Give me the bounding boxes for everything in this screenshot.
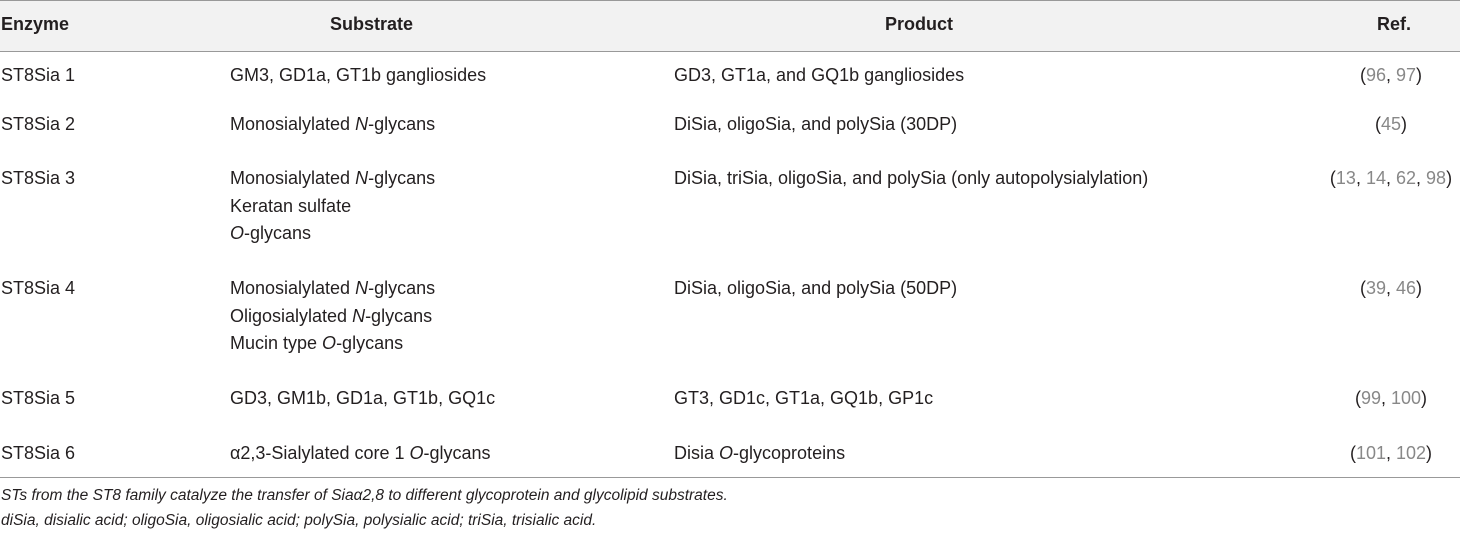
cell-substrate: GM3, GD1a, GT1b gangliosides [230, 62, 486, 90]
header-product: Product [885, 14, 954, 34]
ref-link[interactable]: 99 [1360, 388, 1381, 408]
ref-link[interactable]: 39 [1365, 278, 1386, 298]
footnote-1: STs from the ST8 family catalyze the tra… [1, 487, 728, 504]
cell-product: DiSia, oligoSia, and polySia (30DP) [674, 114, 958, 134]
footnote-2: diSia, disialic acid; oligoSia, oligosia… [1, 512, 597, 529]
substrate-line: GM3, GD1a, GT1b gangliosides [230, 65, 487, 85]
cell-ref: (96, 97) [1359, 65, 1423, 85]
table-header-row [0, 0, 1460, 52]
cell-product: GT3, GD1c, GT1a, GQ1b, GP1c [674, 388, 934, 408]
cell-product: DiSia, oligoSia, and polySia (50DP) [674, 278, 958, 298]
substrate-line: Monosialylated N-glycans [230, 114, 436, 134]
cell-product: DiSia, triSia, oligoSia, and polySia (on… [674, 168, 1149, 188]
ref-link[interactable]: 45 [1380, 114, 1402, 134]
ref-link[interactable]: 13 [1335, 168, 1356, 188]
cell-ref: (39, 46) [1359, 278, 1423, 298]
substrate-line: Monosialylated N-glycans [230, 168, 436, 188]
ref-link[interactable]: 101 [1355, 443, 1386, 463]
substrate-line: α2,3-Sialylated core 1 O-glycans [230, 443, 491, 463]
cell-enzyme: ST8Sia 5 [1, 388, 76, 408]
cell-ref: (45) [1374, 114, 1408, 134]
header-substrate: Substrate [330, 14, 414, 34]
cell-substrate: Monosialylated N-glycans Oligosialylated … [230, 275, 435, 358]
ref-link[interactable]: 97 [1396, 65, 1417, 85]
cell-product: GD3, GT1a, and GQ1b gangliosides [674, 65, 965, 85]
ref-link[interactable]: 100 [1391, 388, 1422, 408]
ref-link[interactable]: 62 [1396, 168, 1417, 188]
ref-link[interactable]: 96 [1365, 65, 1386, 85]
cell-substrate: Monosialylated N-glycans [230, 111, 435, 139]
ref-link[interactable]: 14 [1365, 168, 1386, 188]
cell-substrate: α2,3-Sialylated core 1 O-glycans [230, 440, 491, 468]
cell-ref: (13, 14, 62, 98) [1329, 168, 1453, 188]
table-bottom-rule [0, 477, 1460, 478]
substrate-line: Oligosialylated N-glycans [230, 305, 433, 326]
ref-link[interactable]: 46 [1396, 278, 1417, 298]
cell-substrate: GD3, GM1b, GD1a, GT1b, GQ1c [230, 385, 495, 413]
cell-enzyme: ST8Sia 2 [1, 114, 76, 134]
ref-link[interactable]: 102 [1396, 443, 1427, 463]
substrate-line: Monosialylated N-glycans [230, 278, 436, 298]
substrate-line: GD3, GM1b, GD1a, GT1b, GQ1c [230, 388, 496, 408]
cell-substrate: Monosialylated N-glycans Keratan sulfate O… [230, 165, 435, 248]
substrate-line: Mucin type O-glycans [230, 333, 404, 353]
ref-link[interactable]: 98 [1426, 168, 1447, 188]
cell-enzyme: ST8Sia 6 [1, 443, 76, 463]
substrate-line: O-glycans [230, 223, 312, 243]
cell-product: Disia O-glycoproteins [674, 443, 846, 463]
header-ref: Ref. [1377, 14, 1412, 34]
substrate-line: Keratan sulfate [230, 195, 352, 216]
header-enzyme: Enzyme [1, 14, 70, 34]
cell-enzyme: ST8Sia 1 [1, 65, 76, 85]
cell-enzyme: ST8Sia 4 [1, 278, 76, 298]
cell-enzyme: ST8Sia 3 [1, 168, 76, 188]
cell-ref: (99, 100) [1354, 388, 1428, 408]
cell-ref: (101, 102) [1349, 443, 1433, 463]
